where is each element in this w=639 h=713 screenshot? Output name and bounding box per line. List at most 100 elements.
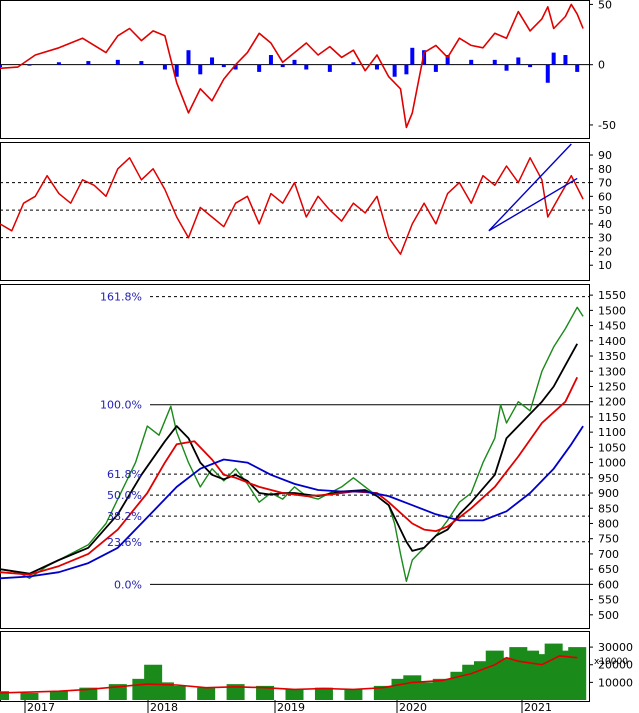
fibonacci-level-label: 38.2% — [107, 510, 142, 523]
macd-histogram-bar — [327, 64, 332, 72]
fibonacci-level-label: 61.8% — [107, 468, 142, 481]
macd-histogram-bar — [27, 64, 32, 66]
fibonacci-level-label: 100.0% — [100, 399, 142, 412]
macd-histogram-bar — [575, 64, 580, 72]
moving-average-short — [0, 343, 578, 575]
y-tick-label: 700 — [598, 548, 619, 561]
macd-histogram-bar — [374, 64, 379, 70]
macd-histogram-bar — [392, 64, 397, 77]
y-tick-label: 550 — [598, 594, 619, 607]
y-tick-label: 20 — [598, 245, 612, 258]
macd-histogram-bar — [292, 59, 297, 65]
macd-histogram-bar — [433, 64, 438, 72]
rsi-panel-frame — [0, 142, 590, 281]
macd-histogram-bar — [280, 64, 285, 68]
volume-bar — [256, 685, 275, 700]
fibonacci-level-label: 0.0% — [114, 578, 142, 591]
macd-histogram-bar — [221, 64, 226, 68]
macd-histogram-bar — [198, 64, 203, 75]
volume-bar — [314, 687, 333, 700]
macd-histogram-bar — [174, 64, 179, 77]
label-layer: 500-509080706050403020101550150014501400… — [27, 0, 633, 713]
fibonacci-level-label: 23.6% — [107, 536, 142, 549]
y-tick-label: 800 — [598, 517, 619, 530]
y-tick-label: 50 — [598, 0, 612, 11]
y-tick-label: 1250 — [598, 380, 626, 393]
rsi-line — [0, 157, 584, 255]
volume-bar — [568, 647, 587, 700]
y-tick-label: 500 — [598, 609, 619, 622]
volume-bar — [415, 682, 434, 700]
y-tick-label: 1300 — [598, 365, 626, 378]
volume-bar — [226, 684, 245, 700]
macd-histogram-bar — [551, 52, 556, 65]
macd-histogram-bar — [268, 55, 273, 65]
y-tick-label: 1050 — [598, 441, 626, 454]
x-tick-label: 2018 — [150, 701, 178, 713]
volume-bar — [432, 678, 451, 700]
macd-histogram-bar — [504, 64, 509, 71]
volume-bar — [79, 687, 98, 700]
y-tick-label: 10000 — [598, 676, 633, 689]
macd-histogram-bar — [422, 50, 427, 65]
y-tick-label: 70 — [598, 177, 612, 190]
volume-bar — [108, 684, 127, 700]
y-tick-label: 20000 — [598, 659, 633, 672]
macd-histogram-bar — [56, 62, 61, 65]
macd-histogram-bar — [445, 55, 450, 65]
volume-unit-label: x10000 — [594, 657, 628, 667]
y-tick-label: 750 — [598, 533, 619, 546]
x-tick-label: 2017 — [27, 701, 55, 713]
x-tick-label: 2021 — [524, 701, 552, 713]
macd-histogram-bar — [351, 62, 356, 65]
price-line — [0, 306, 584, 582]
y-tick-label: 1200 — [598, 396, 626, 409]
y-tick-label: 40 — [598, 218, 612, 231]
macd-histogram-bar — [469, 59, 474, 65]
y-tick-label: 30 — [598, 232, 612, 245]
y-tick-label: 850 — [598, 502, 619, 515]
y-tick-label: 30000 — [598, 641, 633, 654]
macd-histogram-bar — [304, 64, 309, 70]
volume-bar — [373, 685, 392, 700]
macd-histogram-bar — [545, 64, 550, 83]
y-tick-label: 1350 — [598, 350, 626, 363]
y-tick-label: 60 — [598, 190, 612, 203]
macd-histogram-bar — [162, 64, 167, 70]
y-tick-label: 90 — [598, 149, 612, 162]
macd-histogram-bar — [233, 64, 238, 70]
macd-histogram-bar — [492, 59, 497, 65]
y-tick-label: 950 — [598, 472, 619, 485]
volume-moving-average — [0, 655, 578, 694]
macd-histogram-bar — [410, 47, 415, 65]
y-tick-label: 900 — [598, 487, 619, 500]
macd-histogram-bar — [257, 64, 262, 72]
macd-histogram-bar — [0, 64, 2, 68]
volume-bar — [197, 687, 216, 700]
trend-channel-line — [488, 177, 578, 232]
volume-panel-frame — [0, 631, 590, 702]
macd-line — [0, 3, 584, 129]
macd-histogram-bar — [404, 64, 409, 75]
y-tick-label: 650 — [598, 563, 619, 576]
series-layer — [0, 3, 587, 700]
y-tick-label: 80 — [598, 163, 612, 176]
macd-histogram-bar — [563, 55, 568, 65]
fibonacci-level-label: 50.0% — [107, 489, 142, 502]
volume-bar — [344, 689, 363, 700]
macd-histogram-bar — [516, 57, 521, 65]
y-tick-label: -50 — [598, 119, 616, 132]
y-tick-label: 10 — [598, 259, 612, 272]
y-tick-label: 1550 — [598, 289, 626, 302]
x-tick-label: 2019 — [277, 701, 305, 713]
y-tick-label: 1400 — [598, 335, 626, 348]
grid-layer — [0, 3, 593, 713]
x-tick-label: 2020 — [399, 701, 427, 713]
y-tick-label: 1150 — [598, 411, 626, 424]
trend-channel-line — [488, 143, 572, 232]
y-tick-label: 50 — [598, 204, 612, 217]
moving-average-mid — [0, 376, 579, 576]
volume-bar — [49, 691, 68, 700]
macd-histogram-bar — [86, 61, 91, 65]
